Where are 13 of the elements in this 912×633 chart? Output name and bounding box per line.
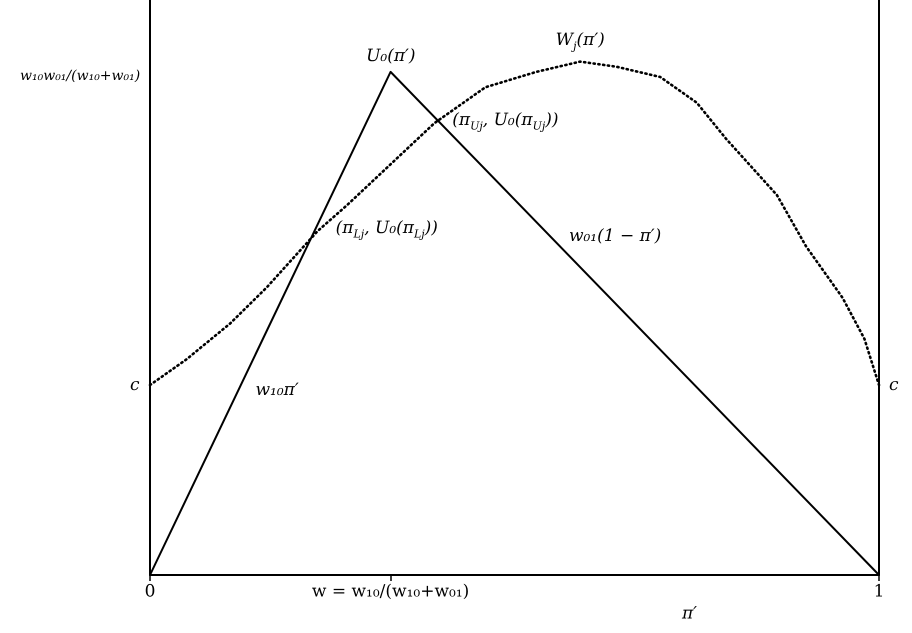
x-tick-label: 0	[144, 582, 156, 602]
x-tick-label: 1	[874, 582, 884, 602]
annotation: (π$_{Uj}$, U₀(π$_{Uj}$))	[452, 110, 559, 135]
annotation: w₁₀π′	[255, 380, 299, 400]
annotation: (π$_{Lj}$, U₀(π$_{Lj}$))	[336, 218, 438, 242]
annotation: U₀(π′)	[366, 46, 416, 66]
x-tick-label: w = w₁₀/(w₁₀+w₀₁)	[312, 582, 470, 602]
annotation: W$_{j}$(π′)	[556, 30, 605, 54]
text: w₁₀w₀₁/(w₁₀+w₀₁)	[20, 67, 140, 86]
x-axis-title: π′	[680, 603, 698, 624]
annotation: c	[130, 375, 140, 396]
annotation: w₀₁(1 − π′)	[568, 226, 662, 246]
annotation: c	[889, 375, 899, 396]
